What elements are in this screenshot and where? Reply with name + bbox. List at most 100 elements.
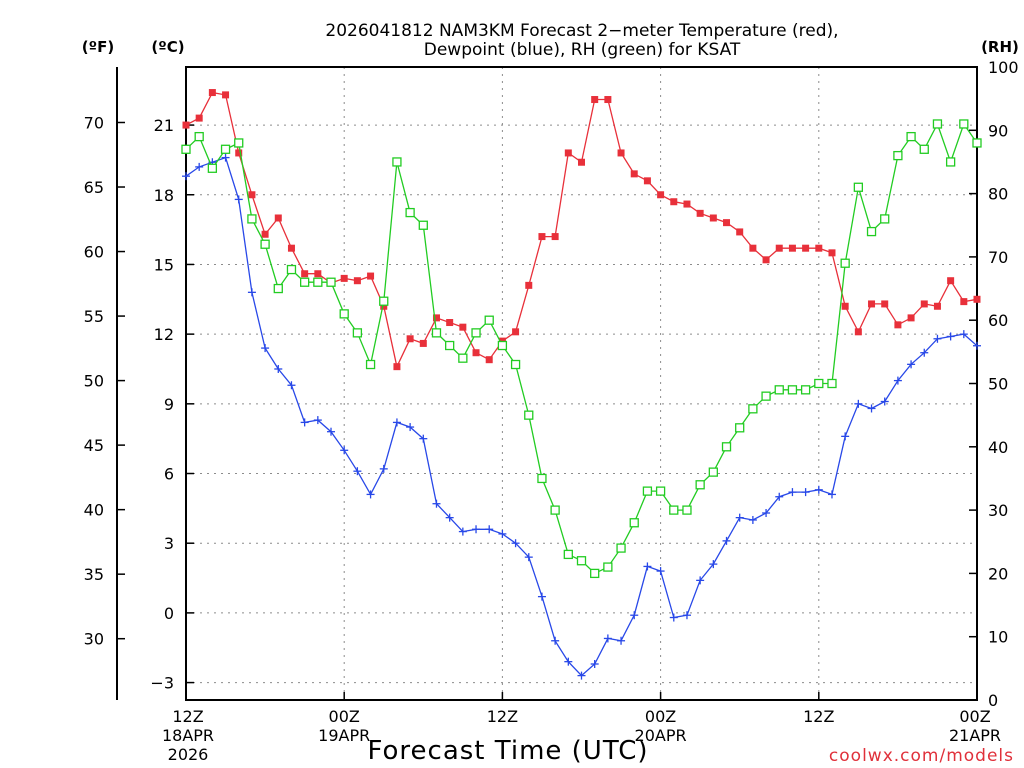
rh-point [682,505,692,515]
temperature-point [353,277,361,285]
celsius-tick-label: 9 [164,395,174,414]
celsius-tick-label: 18 [154,186,174,205]
celsius-tick-label: 15 [154,255,174,274]
dewpoint-point [537,592,546,601]
temperature-point [868,300,876,308]
rh-point [800,385,811,395]
rh-point [220,144,231,154]
fahrenheit-tick-label: 50 [84,372,104,391]
rh-point [392,157,402,167]
temperature-point [564,149,572,157]
dewpoint-point [973,341,981,350]
temperature-point [881,300,889,308]
dewpoint-point [880,397,889,406]
dewpoint-point [340,446,349,455]
dewpoint-point [814,485,823,494]
dewpoint-point [801,488,810,497]
rh-point [524,410,534,420]
rh-point [945,157,956,167]
temperature-point [485,356,493,364]
temperature-point [525,281,533,289]
rh-point [893,150,903,161]
dewpoint-point [274,364,283,373]
dewpoint-point [195,162,204,171]
temperature-point [446,319,454,327]
temperature-point [248,191,256,199]
rh-point [537,473,547,484]
dewpoint-point [511,539,520,548]
rh-tick-label: 50 [988,375,1008,394]
rh-tick-label: 90 [988,121,1008,140]
dewpoint-point [682,611,691,620]
temperature-point [670,198,678,206]
rh-point [181,144,191,154]
dewpoint-point [788,488,797,497]
rh-point [418,220,428,230]
dewpoint-point [946,332,955,341]
temperature-point [828,249,836,257]
dewpoint-point [327,427,336,436]
temperature-point [907,314,915,322]
dewpoint-point [551,636,560,645]
temperature-point [301,270,309,278]
temperature-point [287,244,295,252]
celsius-tick-label: 3 [164,534,174,553]
time-tick-label: 00Z [959,707,990,726]
rh-point [853,182,863,192]
dewpoint-point [696,576,705,585]
time-tick-date: 18APR [162,726,214,745]
temperature-point [380,302,388,310]
temperature-point [367,272,375,280]
dewpoint-point [432,499,441,508]
temperature-point [894,321,902,329]
dewpoint-point [498,529,507,538]
temperature-point [841,302,849,310]
celsius-tick-label: −3 [150,674,174,693]
celsius-tick-label: 21 [154,116,174,135]
dewpoint-point [182,172,190,181]
temperature-point [815,244,823,252]
dewpoint-point [366,490,375,499]
dewpoint-point [617,636,626,645]
temperature-point [723,219,731,227]
time-tick-label: 12Z [172,707,203,726]
temperature-point [920,300,928,308]
rh-point [194,131,204,142]
dewpoint-point [472,525,481,534]
rh-tick-label: 0 [988,691,998,710]
rh-point [590,568,600,579]
temperature-point [432,314,440,322]
celsius-tick-label: 6 [164,465,174,484]
dewpoint-point [907,360,916,369]
dewpoint-point [959,330,968,339]
temperature-line [185,91,978,369]
dewpoint-series [182,153,981,680]
temperature-point [683,200,691,208]
fahrenheit-tick-label: 65 [84,178,104,197]
temperature-point [314,270,322,278]
rh-point [497,340,508,351]
dewpoint-point [643,562,652,571]
fahrenheit-tick-label: 40 [84,501,104,520]
dewpoint-point [920,348,929,357]
rh-point [629,518,639,528]
rh-point [379,296,389,306]
chart-title-line-2: Dewpoint (blue), RH (green) for KSAT [424,40,741,60]
dewpoint-point [458,527,467,536]
rh-point [932,119,943,129]
rh-point [695,480,705,490]
rh-point [445,340,455,351]
dewpoint-point [722,536,731,545]
dewpoint-point [841,432,850,441]
dewpoint-point [406,423,415,432]
temperature-point [749,244,757,252]
dewpoint-point [656,567,665,576]
rh-point [299,277,310,287]
temperature-point [459,323,467,331]
rh-point [405,207,415,218]
temperature-point [933,302,941,310]
temperature-point [854,328,862,336]
dewpoint-point [419,434,428,443]
rh-point [721,442,732,452]
